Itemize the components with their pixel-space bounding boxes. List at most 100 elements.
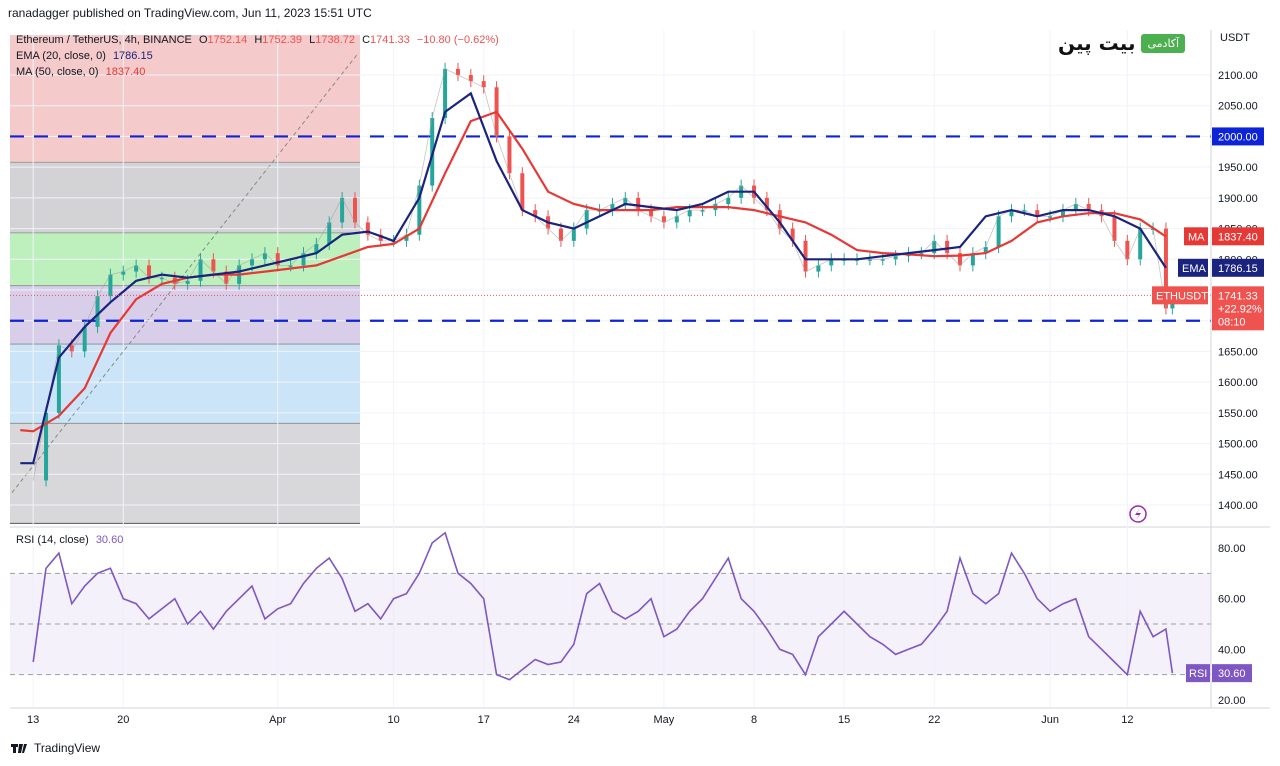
candle-body	[507, 136, 512, 174]
price-tick-label: 1900.00	[1218, 193, 1258, 205]
price-tick-label: 1450.00	[1218, 469, 1258, 481]
footer-brand: TradingView	[34, 741, 101, 755]
time-tick-label: 17	[478, 714, 490, 726]
candle-body	[970, 253, 975, 266]
change-value: −10.80 (−0.62%)	[416, 34, 499, 46]
candle-body	[880, 259, 885, 261]
footer: TradingView	[10, 741, 100, 755]
diagonal-trend-line	[11, 53, 359, 494]
rsi-tick-label: 80.00	[1218, 543, 1246, 555]
candle-body	[1086, 204, 1091, 211]
candle-body	[95, 296, 100, 327]
candle-body	[571, 228, 576, 241]
rsi-legend-label: RSI (14, close)	[16, 534, 89, 546]
price-tick-label: 1550.00	[1218, 408, 1258, 420]
candle-body	[443, 68, 448, 118]
time-tick-label: May	[654, 714, 675, 726]
price-tick-label: 1400.00	[1218, 500, 1258, 512]
series-value-tag-bg	[1212, 258, 1264, 277]
candle-body	[352, 197, 357, 223]
candle-body	[301, 253, 306, 266]
candle-body	[893, 256, 898, 260]
rsi-tick-label: 60.00	[1218, 594, 1246, 606]
series-value-tag: 1741.33	[1218, 290, 1258, 302]
candle-body	[275, 253, 280, 266]
ma-legend-label: MA (50, close, 0)	[16, 66, 99, 78]
candle-body	[777, 210, 782, 229]
series-name-tag: MA	[1188, 231, 1205, 243]
price-tick-label: 1650.00	[1218, 346, 1258, 358]
brand-badge: آکادمی	[1141, 33, 1186, 53]
low-value: 1738.72	[315, 34, 355, 46]
level-tag-bg-0	[1212, 127, 1264, 146]
candle-body	[803, 240, 808, 272]
candle-body	[996, 216, 1001, 247]
candle-body	[314, 243, 319, 254]
rsi-value-tag-bg	[1212, 664, 1252, 683]
symbol-name: Ethereum / TetherUS, 4h, BINANCE	[16, 34, 192, 46]
rsi-name-tag: RSI	[1189, 668, 1207, 680]
time-tick-label: 20	[117, 714, 129, 726]
candle-body	[108, 274, 113, 297]
candle-body	[700, 210, 705, 212]
candle-body	[558, 228, 563, 241]
series-value-tag: 1837.40	[1218, 231, 1258, 243]
zone-blue	[10, 344, 360, 424]
time-tick-label: 24	[568, 714, 580, 726]
candle-body	[82, 326, 87, 352]
rsi-legend-value: 30.60	[95, 534, 124, 546]
publish-info: ranadagger published on TradingView.com,…	[8, 6, 372, 20]
price-tick-label: 2100.00	[1218, 70, 1258, 82]
time-tick-label: 13	[27, 714, 39, 726]
ma-legend-value: 1837.40	[105, 66, 146, 78]
candle-body	[147, 265, 152, 278]
rsi-pane: 20.00 40.00 60.00 80.00 RSI 30.60	[10, 531, 1252, 707]
time-tick-label: 12	[1121, 714, 1133, 726]
brand-watermark: بیت پین آکادمی	[1058, 30, 1186, 56]
ema-legend-value: 1786.15	[112, 50, 153, 62]
candle-body	[1048, 216, 1053, 218]
candle-body	[623, 197, 628, 204]
ema20-line	[20, 91, 1167, 465]
candle-body	[610, 204, 615, 211]
candle-body	[468, 75, 473, 82]
candle-body	[983, 247, 988, 254]
flash-bolt-icon	[1135, 508, 1141, 520]
candle-body	[533, 210, 538, 217]
ema-legend: EMA (20, close, 0) 1786.15	[16, 50, 153, 62]
candle-body	[790, 228, 795, 241]
candle-body	[829, 259, 834, 266]
candle-body	[649, 210, 654, 217]
currency-label: USDT	[1220, 32, 1250, 44]
level-tag-label: 2000.00	[1218, 131, 1258, 143]
tradingview-logo-icon	[11, 744, 27, 753]
series-name-tag-bg	[1184, 227, 1208, 246]
candle-body	[1009, 210, 1014, 217]
series-value-tag-bg	[1212, 227, 1264, 246]
symbol-legend: Ethereum / TetherUS, 4h, BINANCE O1752.1…	[16, 34, 499, 46]
candle-body	[520, 173, 525, 211]
series-name-tag-bg	[1152, 286, 1208, 305]
candle-body	[198, 259, 203, 281]
candle-body	[1060, 210, 1065, 217]
ma-legend: MA (50, close, 0) 1837.40	[16, 66, 145, 78]
open-label: O	[198, 34, 208, 46]
time-tick-label: Jun	[1041, 714, 1059, 726]
rsi-value-tag: 30.60	[1218, 668, 1246, 680]
candle-body	[211, 259, 216, 272]
candle-body	[262, 253, 267, 260]
candle-body	[1125, 240, 1130, 260]
zone-red	[10, 35, 360, 163]
candle-body	[957, 253, 962, 266]
rsi-legend: RSI (14, close) 30.60	[16, 534, 123, 546]
candle-body	[365, 222, 370, 235]
price-tick-label: 1500.00	[1218, 439, 1258, 451]
time-tick-label: 15	[838, 714, 850, 726]
price-series	[10, 62, 1211, 523]
candle-body	[945, 240, 950, 254]
zone-grey-2	[10, 423, 360, 524]
high-value: 1752.39	[262, 34, 303, 46]
series-sub-tag: 08:10	[1218, 316, 1246, 328]
rsi-tick-label: 40.00	[1218, 644, 1246, 656]
